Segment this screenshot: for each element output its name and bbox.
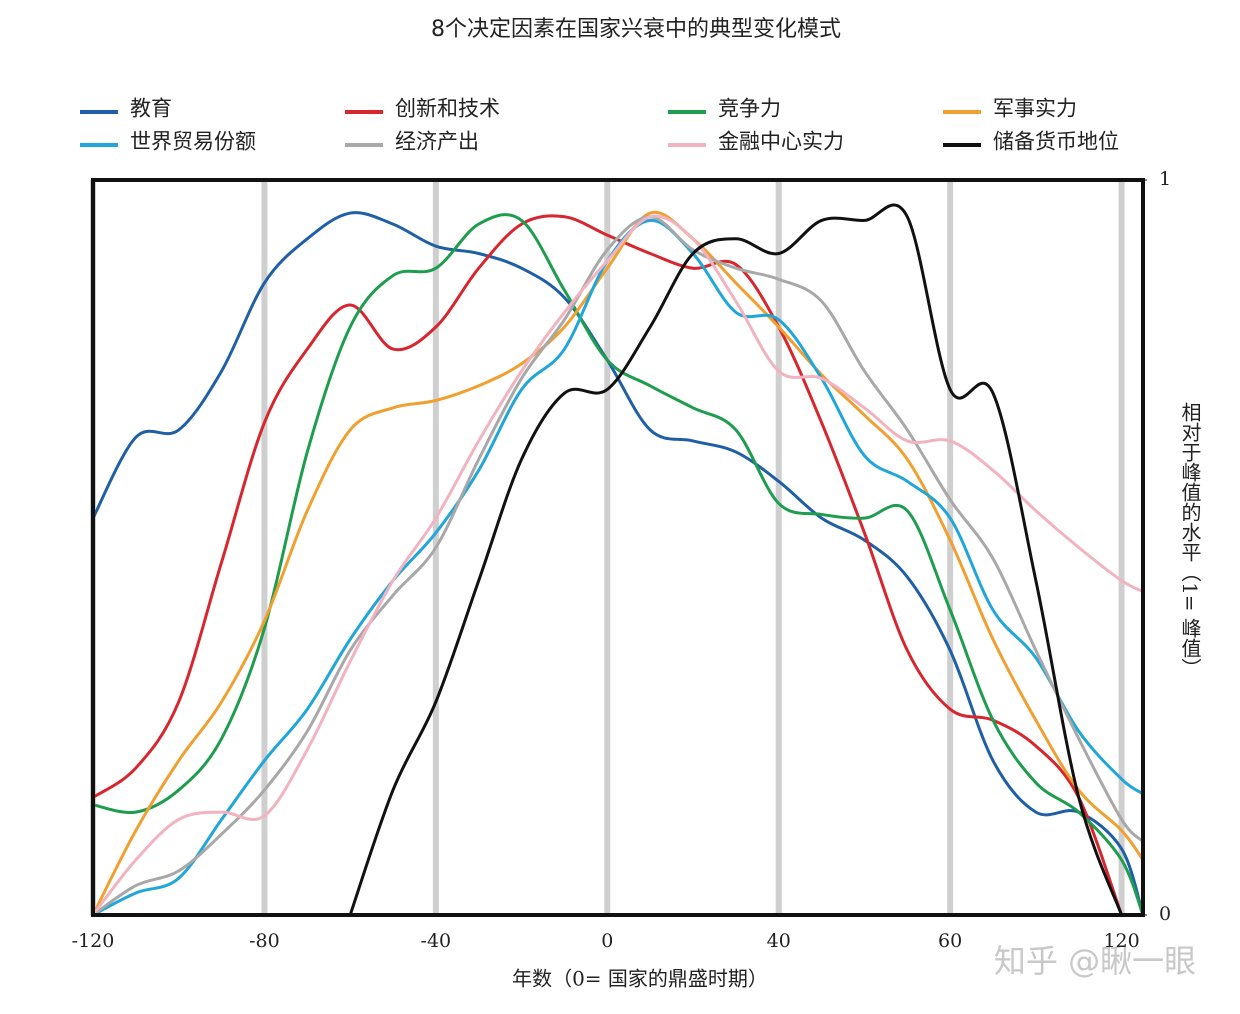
chart-title: 8个决定因素在国家兴衰中的典型变化模式 xyxy=(431,17,841,42)
legend-label: 竞争力 xyxy=(718,97,781,121)
legend-label: 储备货币地位 xyxy=(993,130,1119,154)
x-axis-label: 年数（0= 国家的鼎盛时期） xyxy=(512,967,768,991)
legend-label: 教育 xyxy=(130,97,172,121)
plot-border xyxy=(91,178,1145,917)
x-tick-label: 0 xyxy=(601,930,613,952)
plot-lines xyxy=(93,203,1143,915)
legend-label: 军事实力 xyxy=(993,97,1077,121)
y-tick-label: 0 xyxy=(1159,903,1171,925)
series-line xyxy=(93,214,1143,915)
series-line xyxy=(348,203,1123,915)
legend-label: 金融中心实力 xyxy=(718,130,844,154)
watermark: 知乎 @瞅一眼 xyxy=(994,942,1196,980)
series-line xyxy=(93,213,1143,915)
legend-label: 经济产出 xyxy=(395,130,479,154)
y-axis-label: 相对于峰值的水平（1= 峰值） xyxy=(1178,402,1202,678)
series-line xyxy=(93,211,1143,915)
x-tick-label: -80 xyxy=(249,930,280,952)
series-line xyxy=(93,214,1123,915)
series-line xyxy=(93,218,1143,915)
y-tick-label: 1 xyxy=(1159,168,1171,190)
legend-label: 世界贸易份额 xyxy=(130,130,256,154)
x-tick-label: 120 xyxy=(1103,930,1139,952)
legend-label: 创新和技术 xyxy=(395,97,500,121)
series-line xyxy=(93,215,1143,915)
x-tick-label: 60 xyxy=(938,930,962,952)
series-line xyxy=(93,210,1143,915)
x-tick-label: 40 xyxy=(767,930,791,952)
x-tick-label: -120 xyxy=(72,930,115,952)
x-tick-label: -40 xyxy=(421,930,452,952)
